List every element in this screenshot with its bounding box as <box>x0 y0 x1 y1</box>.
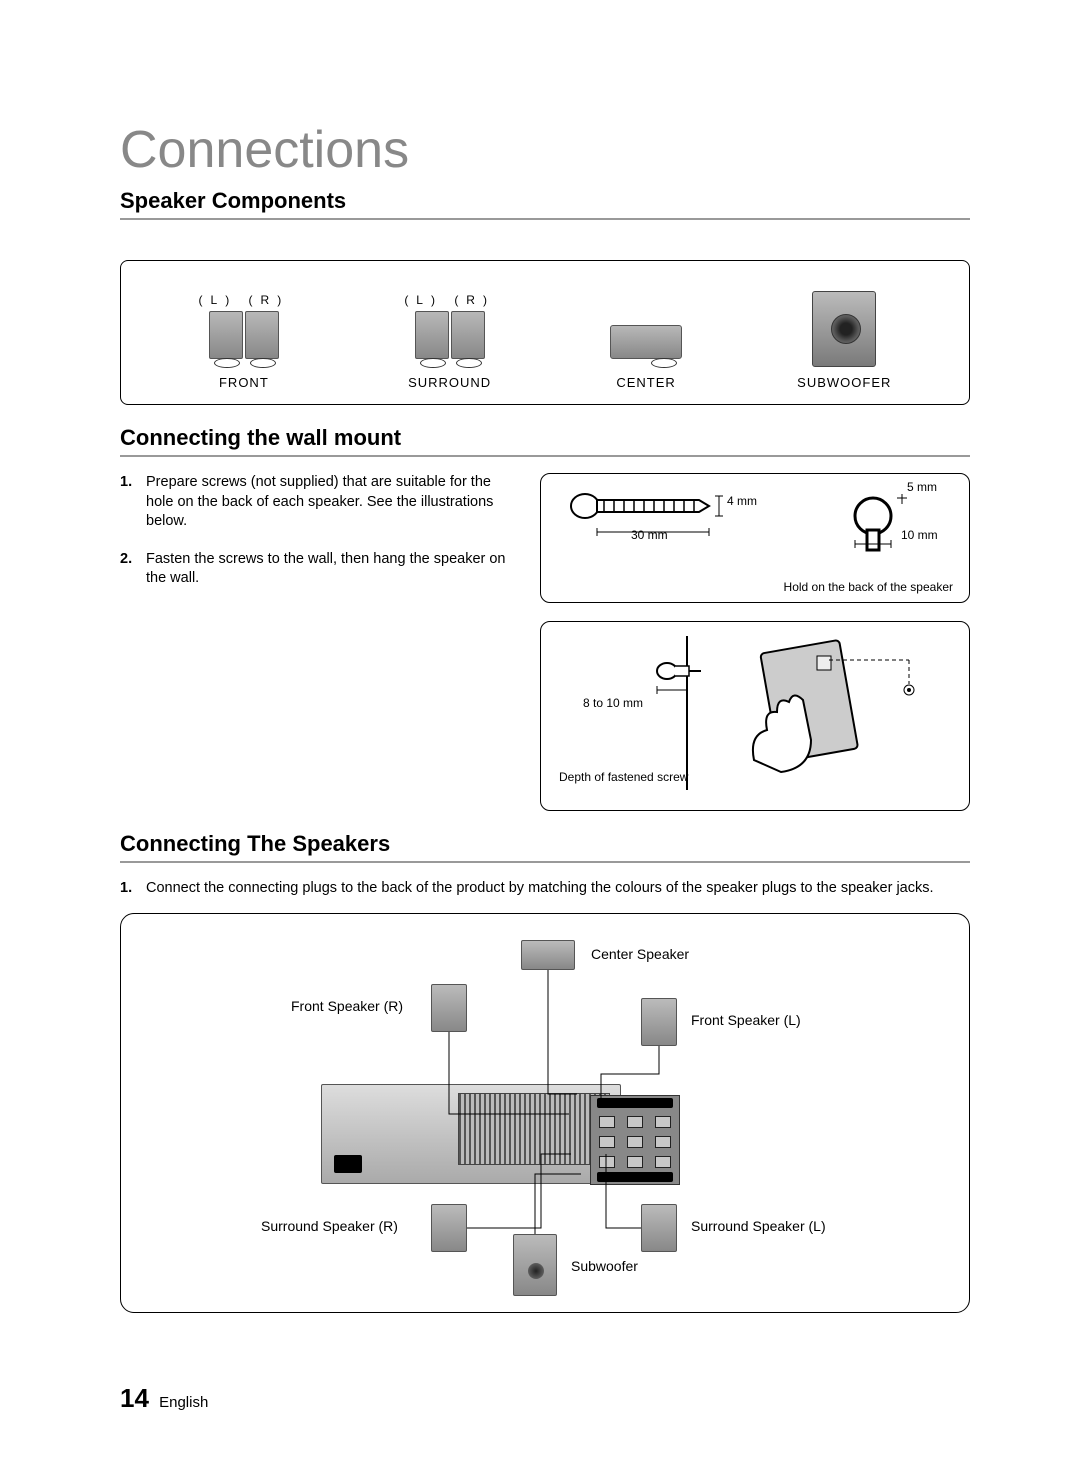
front-lr-label: (L) (R) <box>199 293 290 307</box>
component-subwoofer: SUBWOOFER <box>797 291 891 390</box>
fig1-30mm: 30 mm <box>631 528 668 542</box>
wallmount-row: 1. Prepare screws (not supplied) that ar… <box>120 473 970 811</box>
connect-step1-num: 1. <box>120 879 138 899</box>
fig1-4mm: 4 mm <box>727 494 757 508</box>
subwoofer-name: SUBWOOFER <box>797 375 891 390</box>
chapter-title: Connections <box>120 120 970 180</box>
fig1-5mm: 5 mm <box>907 480 937 494</box>
wallmount-steps: 1. Prepare screws (not supplied) that ar… <box>120 473 520 607</box>
connect-speakers-steps: 1. Connect the connecting plugs to the b… <box>120 879 970 899</box>
page-footer: 14 English <box>120 1383 208 1414</box>
section-wallmount-title: Connecting the wall mount <box>120 425 970 457</box>
step1-text: Prepare screws (not supplied) that are s… <box>146 473 520 532</box>
diagram-wires-icon <box>121 914 971 1314</box>
wallmount-step-1: 1. Prepare screws (not supplied) that ar… <box>120 473 520 532</box>
fig2-8to10: 8 to 10 mm <box>583 696 643 710</box>
page-number: 14 <box>120 1383 149 1413</box>
component-front: (L) (R) FRONT <box>199 293 290 390</box>
surround-speaker-l-icon <box>415 311 449 359</box>
subwoofer-icon <box>812 291 876 367</box>
front-name: FRONT <box>199 375 290 390</box>
front-speaker-r-icon <box>245 311 279 359</box>
step2-text: Fasten the screws to the wall, then hang… <box>146 550 520 589</box>
speaker-connection-diagram: Center Speaker Front Speaker (R) Front S… <box>120 913 970 1313</box>
front-speaker-l-icon <box>209 311 243 359</box>
fig1-10mm: 10 mm <box>901 528 938 542</box>
fig2-caption: Depth of fastened screw <box>559 770 688 784</box>
figure-mounting: 8 to 10 mm Depth of fastened screw <box>540 621 970 811</box>
center-name: CENTER <box>610 375 682 390</box>
figure-screw-dimensions: 4 mm 30 mm 5 mm 10 mm Hold on the back o… <box>540 473 970 603</box>
connect-step1-text: Connect the connecting plugs to the back… <box>146 879 934 899</box>
wallmount-step-2: 2. Fasten the screws to the wall, then h… <box>120 550 520 589</box>
section-connect-speakers-title: Connecting The Speakers <box>120 831 970 863</box>
page-language: English <box>159 1394 208 1411</box>
component-surround: (L) (R) SURROUND <box>404 293 495 390</box>
step1-num: 1. <box>120 473 138 532</box>
surround-lr-label: (L) (R) <box>404 293 495 307</box>
surround-speaker-r-icon <box>451 311 485 359</box>
wallmount-figures: 4 mm 30 mm 5 mm 10 mm Hold on the back o… <box>540 473 970 811</box>
fig1-caption: Hold on the back of the speaker <box>784 580 953 594</box>
surround-name: SURROUND <box>404 375 495 390</box>
step2-num: 2. <box>120 550 138 589</box>
component-center: CENTER <box>610 307 682 390</box>
connect-step-1: 1. Connect the connecting plugs to the b… <box>120 879 970 899</box>
section-speaker-components-title: Speaker Components <box>120 188 970 220</box>
center-speaker-icon <box>610 325 682 359</box>
page: Connections Speaker Components (L) (R) F… <box>0 0 1080 1476</box>
speaker-components-box: (L) (R) FRONT (L) (R) SURROUND CENTER SU… <box>120 260 970 405</box>
